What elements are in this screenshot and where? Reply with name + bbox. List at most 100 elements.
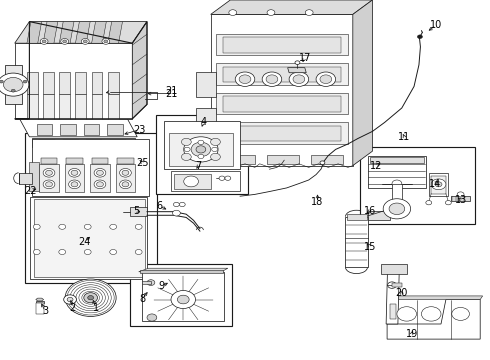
Circle shape [426, 201, 432, 205]
Circle shape [435, 182, 442, 187]
Polygon shape [132, 94, 147, 104]
Circle shape [110, 224, 117, 229]
Polygon shape [390, 304, 396, 319]
Text: 9: 9 [159, 281, 165, 291]
Ellipse shape [111, 229, 130, 248]
Text: 11: 11 [398, 132, 410, 142]
Circle shape [147, 280, 155, 285]
Polygon shape [370, 157, 424, 163]
Polygon shape [75, 72, 86, 94]
Polygon shape [90, 164, 110, 192]
Circle shape [196, 146, 206, 153]
Circle shape [181, 153, 191, 161]
Bar [156, 115, 248, 194]
Ellipse shape [35, 254, 53, 273]
Polygon shape [84, 124, 99, 135]
Circle shape [293, 75, 305, 84]
Text: 13: 13 [454, 195, 466, 205]
Circle shape [61, 39, 69, 44]
Polygon shape [43, 22, 58, 43]
Ellipse shape [86, 229, 104, 248]
Polygon shape [36, 303, 44, 314]
Text: 8: 8 [139, 294, 145, 304]
Polygon shape [29, 162, 39, 191]
Text: 16: 16 [364, 206, 376, 216]
Polygon shape [92, 72, 102, 94]
Circle shape [71, 170, 78, 175]
Polygon shape [20, 119, 137, 137]
Circle shape [104, 40, 108, 43]
Polygon shape [32, 138, 135, 147]
Polygon shape [30, 197, 147, 279]
Circle shape [262, 72, 282, 86]
Text: 21: 21 [165, 89, 178, 99]
Text: 12: 12 [370, 161, 383, 171]
Ellipse shape [60, 229, 79, 248]
Polygon shape [92, 94, 102, 119]
Circle shape [40, 39, 48, 44]
Polygon shape [37, 124, 52, 135]
Circle shape [120, 180, 131, 189]
Polygon shape [267, 155, 299, 164]
Polygon shape [386, 266, 399, 324]
Polygon shape [34, 199, 145, 277]
Circle shape [388, 282, 396, 288]
Circle shape [94, 168, 106, 177]
Circle shape [397, 307, 416, 321]
Polygon shape [32, 139, 149, 196]
Circle shape [65, 279, 116, 316]
Circle shape [198, 154, 204, 159]
Text: 5: 5 [133, 206, 139, 216]
Polygon shape [288, 68, 306, 73]
Bar [25, 133, 157, 283]
Polygon shape [216, 34, 348, 55]
Polygon shape [211, 14, 353, 166]
Circle shape [63, 40, 67, 43]
Text: 4: 4 [200, 117, 206, 127]
Text: 3: 3 [42, 306, 48, 316]
Circle shape [43, 168, 55, 177]
Circle shape [239, 75, 251, 84]
Circle shape [110, 249, 117, 255]
Circle shape [122, 182, 129, 187]
Polygon shape [36, 298, 44, 301]
Circle shape [23, 80, 27, 83]
Text: 23: 23 [133, 125, 146, 135]
Bar [130, 264, 232, 326]
Polygon shape [392, 283, 402, 287]
Circle shape [320, 161, 325, 165]
Circle shape [59, 249, 66, 255]
Ellipse shape [86, 254, 104, 273]
Circle shape [421, 307, 441, 321]
Polygon shape [387, 300, 480, 339]
Polygon shape [132, 54, 147, 65]
Polygon shape [75, 22, 90, 43]
Text: 21: 21 [165, 86, 178, 96]
Circle shape [171, 291, 196, 309]
Bar [360, 147, 475, 224]
Circle shape [135, 249, 142, 255]
Circle shape [3, 77, 23, 92]
Polygon shape [223, 67, 341, 82]
Polygon shape [65, 164, 84, 192]
Circle shape [198, 140, 204, 144]
Polygon shape [59, 72, 70, 94]
Polygon shape [139, 268, 228, 272]
Circle shape [457, 192, 464, 197]
Circle shape [452, 307, 469, 320]
Polygon shape [19, 173, 32, 184]
Circle shape [88, 296, 94, 300]
Polygon shape [27, 94, 38, 119]
Circle shape [64, 295, 76, 304]
Text: 15: 15 [364, 242, 376, 252]
Circle shape [94, 180, 106, 189]
Text: 2: 2 [70, 303, 75, 313]
Polygon shape [36, 301, 44, 303]
Polygon shape [132, 22, 147, 119]
Circle shape [97, 170, 103, 175]
Circle shape [46, 182, 52, 187]
Polygon shape [60, 124, 76, 135]
Polygon shape [211, 0, 372, 14]
Circle shape [266, 75, 278, 84]
Polygon shape [107, 124, 123, 135]
